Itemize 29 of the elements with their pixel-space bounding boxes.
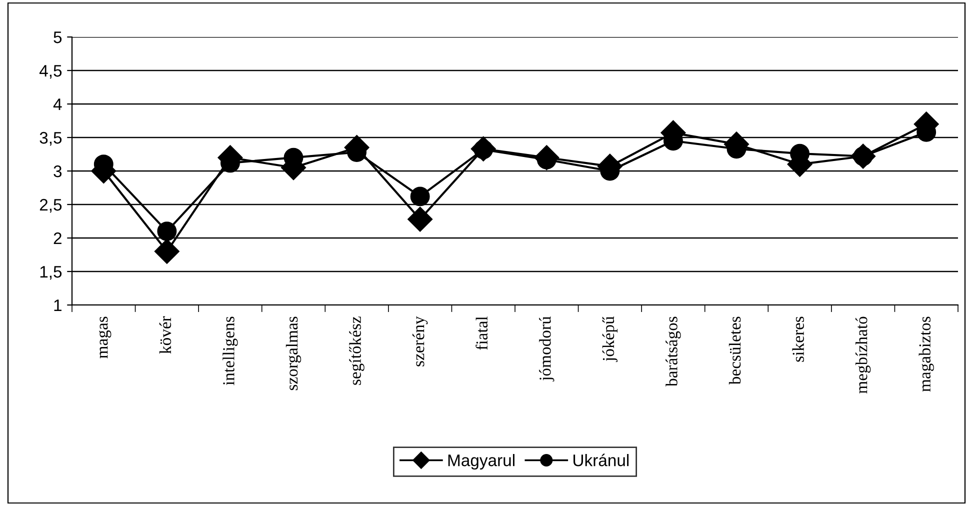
x-tick-label: jómodorú xyxy=(539,316,554,382)
x-tick-label: megbízható xyxy=(855,316,871,394)
x-tick-label: kövér xyxy=(159,316,172,354)
y-tick-label: 4 xyxy=(53,98,62,110)
x-tick-label: magabiztos xyxy=(918,316,934,392)
y-tick-label: 5 xyxy=(54,32,62,44)
y-tick-label: 1,5 xyxy=(40,266,62,280)
point xyxy=(408,206,433,232)
y-tick-label: 4,5 xyxy=(39,65,62,79)
legend-label: Magyarul xyxy=(448,454,514,470)
y-tick-label: 3,5 xyxy=(40,132,62,146)
point xyxy=(154,238,180,264)
x-tick-label: sikeres xyxy=(792,316,804,362)
x-tick-label: barátságos xyxy=(666,316,681,386)
x-tick-label: becsületes xyxy=(728,316,741,385)
x-tick-label: magas xyxy=(99,316,112,358)
x-tick-label: fiatal xyxy=(476,316,488,350)
y-tick-label: 1 xyxy=(54,300,62,312)
y-tick-label: 3 xyxy=(54,165,62,178)
x-tick-label: segítőkész xyxy=(349,316,364,385)
point xyxy=(410,186,430,206)
x-tick-label: szerény xyxy=(412,316,428,366)
x-tick-label: intelligens xyxy=(222,316,238,386)
legend-label: Ukránul xyxy=(574,454,629,466)
x-tick-label: szorgalmas xyxy=(286,316,302,390)
y-tick-label: 2 xyxy=(54,232,62,244)
x-tick-label: jóképű xyxy=(602,316,618,362)
point xyxy=(157,222,177,242)
y-tick-label: 2,5 xyxy=(40,198,62,213)
